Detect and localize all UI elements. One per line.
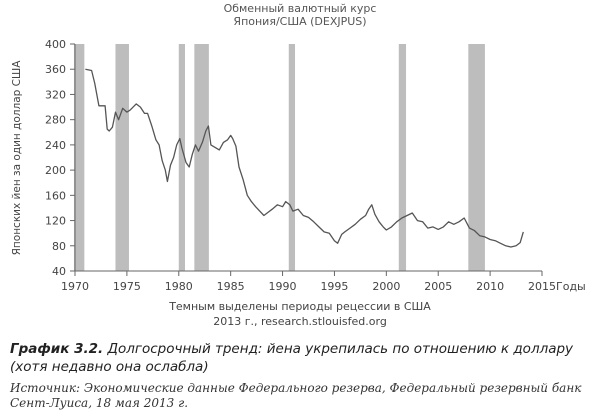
y-tick-label: 400: [45, 38, 66, 51]
x-tick-label: 1975: [113, 280, 141, 293]
x-tick-label: 1990: [269, 280, 297, 293]
y-tick-label: 320: [45, 88, 66, 101]
y-axis-title: Японских йен за один доллар США: [11, 60, 23, 256]
recession-band-2: [178, 44, 186, 271]
y-tick-label: 360: [45, 63, 66, 76]
y-tick-label: 80: [52, 240, 66, 253]
caption-text: Долгосрочный тренд: йена укрепилась по о…: [10, 341, 574, 375]
recession-band-1: [115, 44, 129, 271]
recession-bands: [73, 44, 485, 271]
chart-axes: [74, 44, 542, 272]
recession-band-3: [194, 44, 209, 271]
x-axis-title: Годы: [556, 280, 586, 293]
x-tick-label: 2000: [372, 280, 400, 293]
chart-title: Обменный валютный курс: [223, 2, 377, 15]
recession-band-4: [288, 44, 296, 271]
caption-label: График 3.2.: [10, 341, 104, 357]
y-tick-label: 240: [45, 139, 66, 152]
y-tick-label: 280: [45, 114, 66, 127]
y-tick-label: 200: [45, 164, 66, 177]
x-tick-label: 1985: [217, 280, 245, 293]
exchange-rate-chart: 40 80 120 160 200 240 280 320 360 400 1970 1975 1980…: [11, 38, 586, 293]
tick-labels: 40 80 120 160 200 240 280 320 360 400 1970 1975 1980…: [45, 38, 556, 293]
recession-note: Темным выделены периоды рецессии в США: [169, 300, 431, 313]
x-tick-label: 2005: [424, 280, 452, 293]
recession-band-0: [73, 44, 85, 271]
series-line-0: [85, 68, 524, 248]
figure-caption: График 3.2. Долгосрочный тренд: йена укр…: [10, 340, 590, 376]
figure-source: Источник: Экономические данные Федеральн…: [10, 381, 582, 410]
chart-subtitle: Япония/США (DEXJPUS): [233, 15, 367, 28]
x-tick-label: 1980: [165, 280, 193, 293]
y-tick-label: 120: [45, 215, 66, 228]
x-tick-label: 1970: [61, 280, 89, 293]
recession-band-6: [468, 44, 485, 271]
x-tick-label: 2010: [476, 280, 504, 293]
y-tick-label: 160: [45, 189, 66, 202]
series-line-layer: [85, 68, 524, 248]
recession-band-5: [398, 44, 407, 271]
x-tick-label: 2015: [528, 280, 556, 293]
source-note: 2013 г., research.stlouisfed.org: [213, 315, 387, 328]
x-tick-label: 1995: [320, 280, 348, 293]
y-tick-label: 40: [52, 265, 66, 278]
